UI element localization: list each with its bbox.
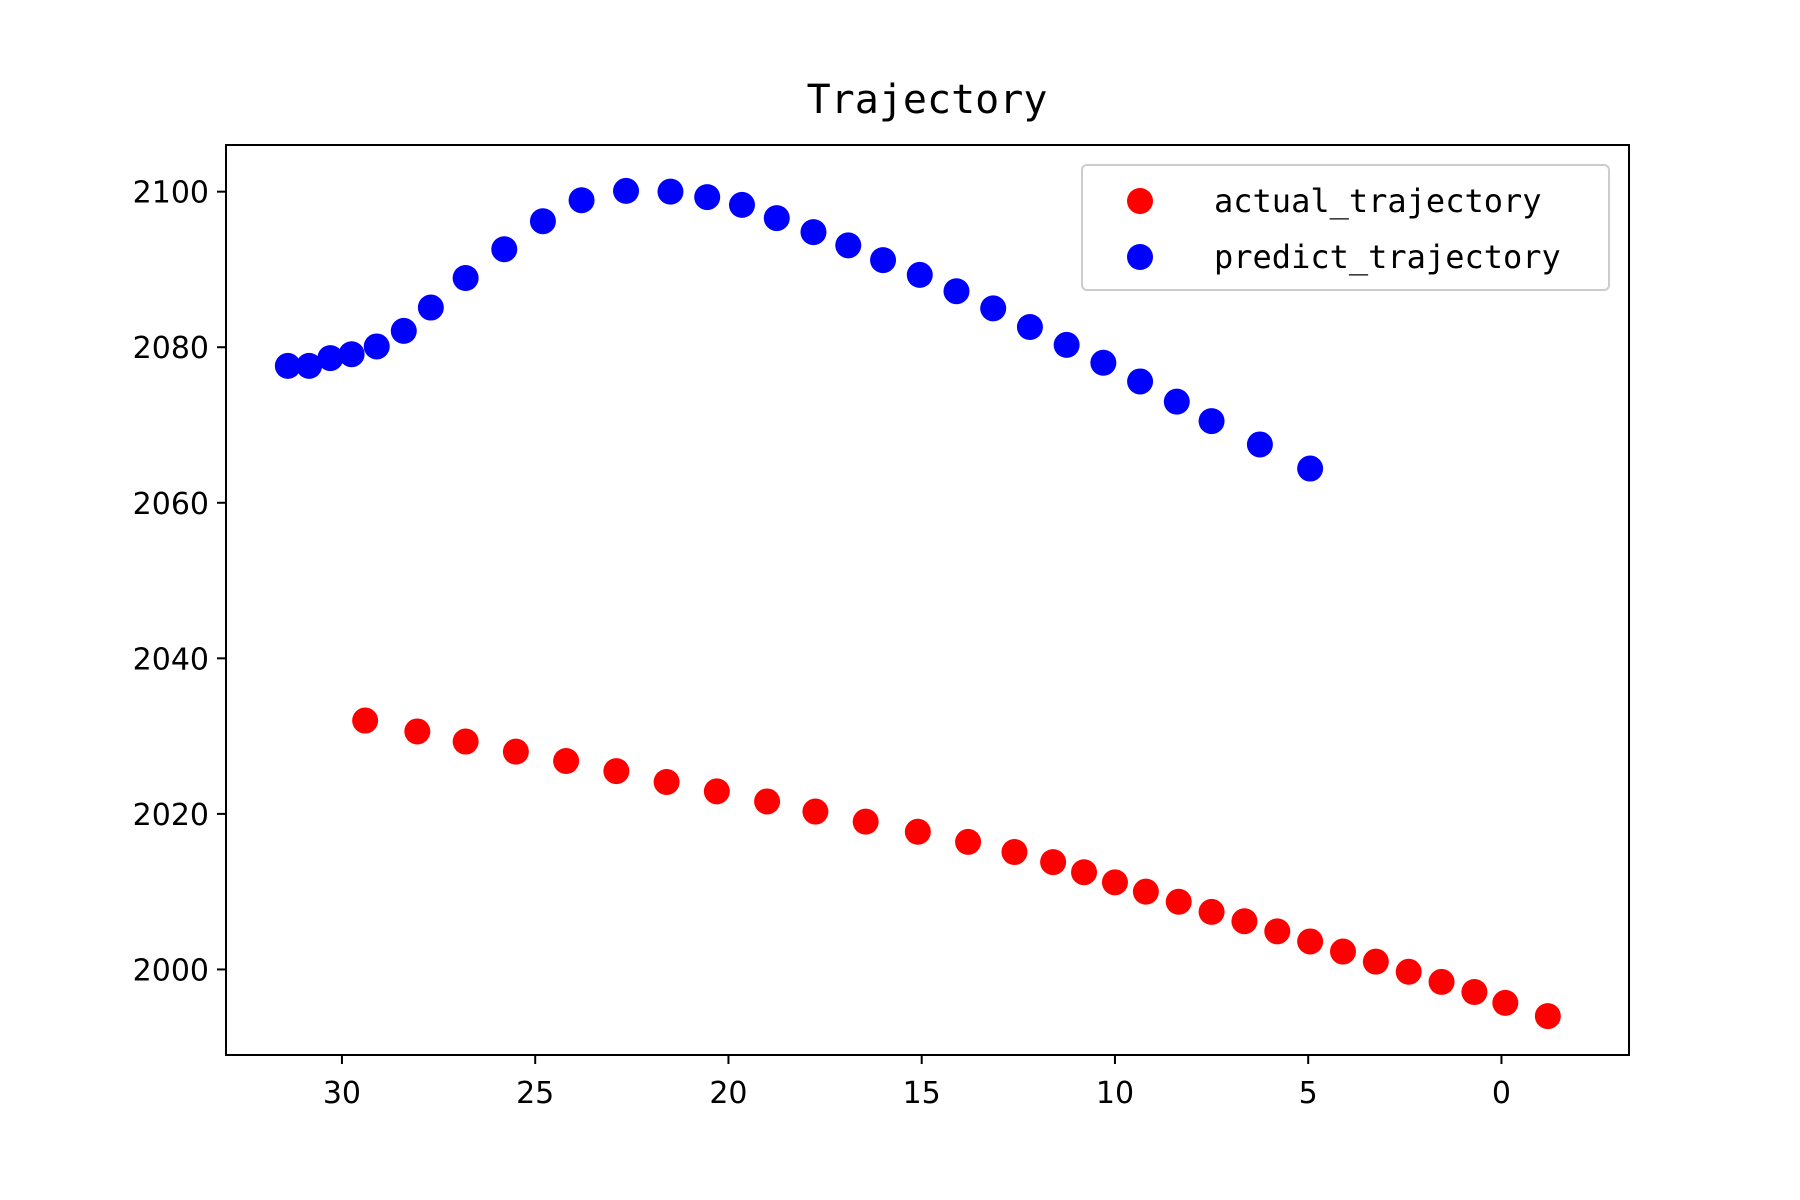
data-point	[568, 187, 595, 214]
data-point	[754, 788, 781, 815]
legend-item: actual_trajectory	[1127, 182, 1542, 220]
data-point	[338, 341, 365, 368]
data-point	[852, 808, 879, 835]
data-point	[1053, 331, 1080, 358]
legend-label: actual_trajectory	[1214, 182, 1542, 220]
x-tick-label: 25	[516, 1076, 554, 1111]
y-tick-label: 2080	[133, 331, 209, 366]
data-point	[653, 769, 680, 795]
x-axis: 30 25 20 15 10 5 0	[323, 1055, 1511, 1111]
legend: actual_trajectory predict_trajectory	[1081, 164, 1610, 291]
data-point	[1362, 948, 1389, 975]
series-predict_trajectory	[274, 177, 1324, 482]
data-point	[603, 758, 630, 785]
data-point	[1071, 859, 1098, 886]
data-point	[1001, 839, 1028, 865]
legend-marker	[1127, 188, 1153, 214]
y-tick-label: 2060	[133, 487, 209, 522]
data-point	[1132, 878, 1159, 905]
data-point	[404, 718, 431, 745]
data-point	[452, 265, 479, 291]
x-tick-label: 5	[1299, 1076, 1318, 1111]
data-point	[491, 236, 518, 263]
x-tick-label: 15	[903, 1076, 941, 1111]
data-point	[1090, 349, 1117, 376]
chart-title: Trajectory	[807, 77, 1048, 123]
data-point	[1297, 455, 1324, 482]
data-point	[870, 247, 897, 274]
data-point	[1534, 1003, 1561, 1030]
x-tick-label: 10	[1096, 1076, 1134, 1111]
data-point	[417, 294, 444, 321]
data-point	[904, 818, 931, 845]
x-tick-label: 20	[709, 1076, 747, 1111]
data-point	[296, 352, 323, 379]
series-actual_trajectory	[352, 707, 1561, 1030]
x-tick-label: 0	[1492, 1076, 1511, 1111]
data-point	[657, 178, 684, 205]
data-point	[1040, 849, 1067, 876]
legend-marker	[1127, 244, 1153, 270]
data-point	[1264, 918, 1291, 945]
data-point	[317, 345, 344, 372]
data-point	[274, 352, 301, 379]
data-point	[906, 261, 933, 288]
data-point	[1016, 314, 1043, 340]
data-point	[1127, 368, 1154, 395]
y-tick-label: 2000	[133, 953, 209, 988]
series-layer	[274, 177, 1561, 1030]
y-tick-label: 2040	[133, 642, 209, 677]
data-point	[390, 317, 417, 344]
y-tick-label: 2020	[133, 798, 209, 833]
legend-label: predict_trajectory	[1214, 238, 1561, 276]
legend-item: predict_trajectory	[1127, 238, 1561, 276]
data-point	[502, 738, 529, 765]
data-point	[1461, 979, 1488, 1005]
data-point	[363, 333, 390, 360]
data-point	[703, 778, 730, 805]
data-point	[452, 728, 479, 755]
data-point	[1231, 908, 1258, 935]
plot-area	[225, 144, 1630, 1056]
data-point	[980, 295, 1007, 322]
data-point	[613, 177, 640, 204]
data-point	[1297, 928, 1324, 955]
y-axis: 2000 2020 2040 2060 2080 2100	[133, 176, 226, 988]
data-point	[955, 828, 982, 855]
data-point	[1163, 388, 1190, 415]
data-point	[728, 191, 755, 218]
data-point	[1198, 408, 1225, 435]
data-point	[1246, 431, 1273, 458]
data-point	[943, 278, 970, 305]
data-point	[553, 748, 580, 774]
data-point	[1101, 869, 1128, 896]
data-point	[800, 219, 827, 246]
data-point	[1198, 898, 1225, 925]
data-point	[763, 205, 790, 232]
data-point	[1395, 958, 1422, 985]
data-point	[694, 184, 721, 211]
data-point	[835, 232, 862, 259]
data-point	[1329, 938, 1356, 965]
data-point	[529, 208, 556, 235]
data-point	[1428, 968, 1455, 995]
data-point	[802, 798, 829, 825]
legend-frame	[1081, 164, 1610, 291]
data-point	[1492, 989, 1519, 1016]
y-tick-label: 2100	[133, 176, 209, 211]
data-point	[1165, 888, 1192, 915]
x-tick-label: 30	[323, 1076, 361, 1111]
data-point	[352, 707, 379, 734]
